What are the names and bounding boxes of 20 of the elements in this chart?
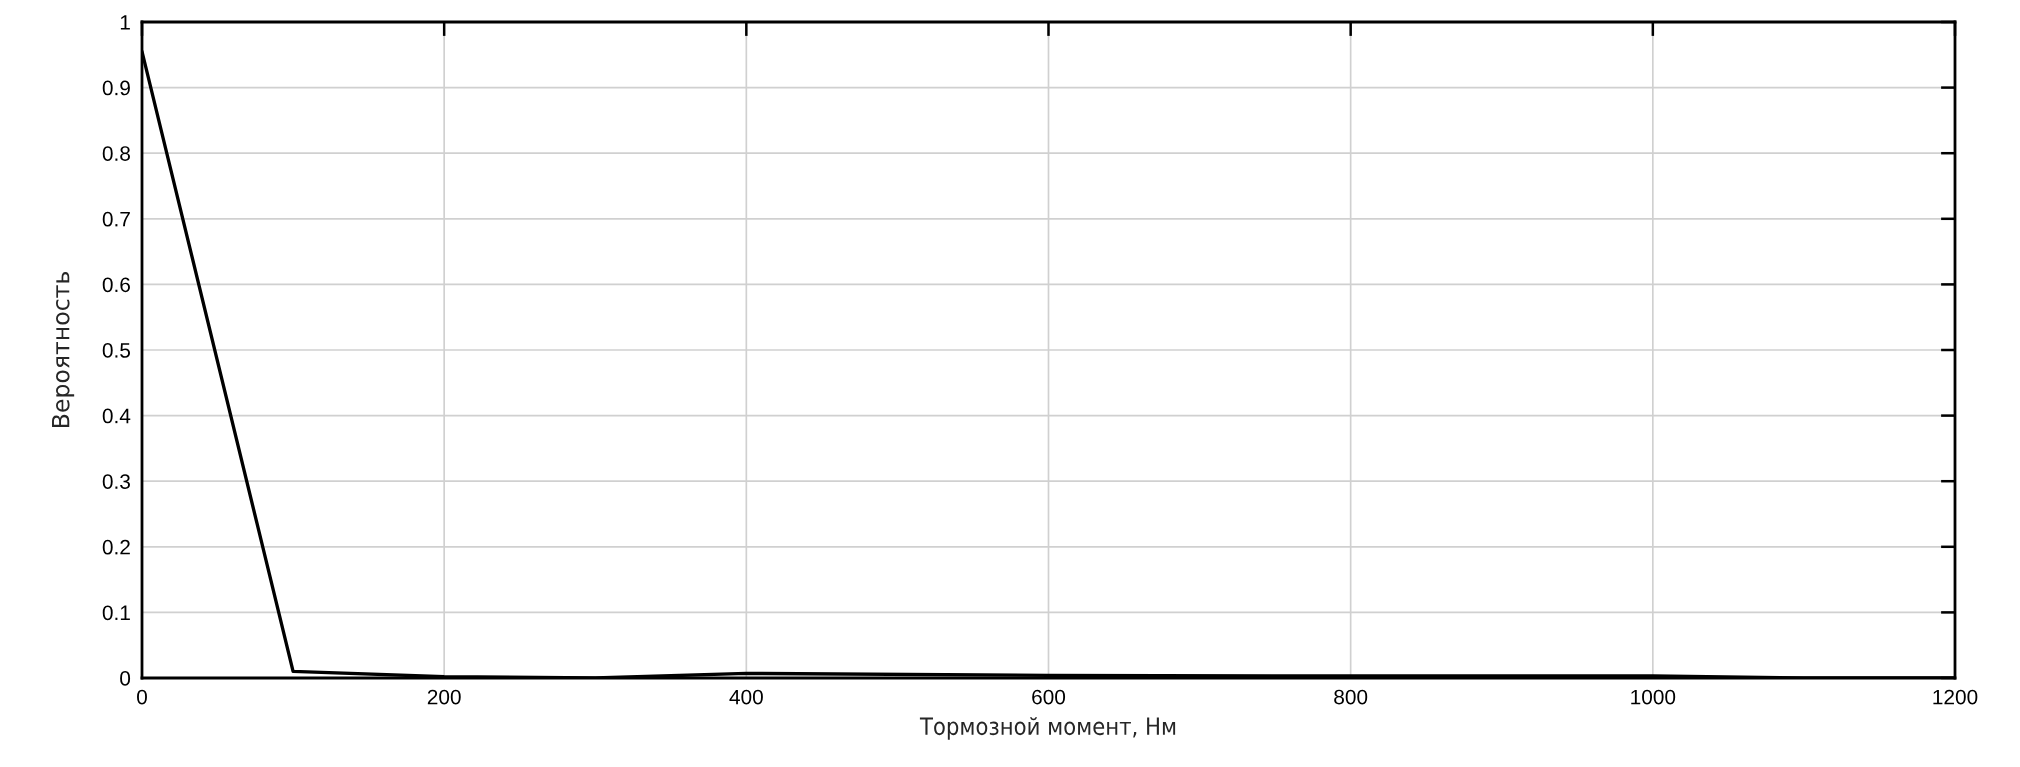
x-axis-title: Тормозной момент, Нм	[919, 716, 1176, 740]
y-tick-label: 0.1	[102, 605, 130, 621]
y-tick-label: 0.3	[102, 474, 130, 489]
y-tick-label: 0.9	[102, 80, 130, 96]
x-tick-label: 400	[729, 689, 763, 705]
y-tick-label: 0.8	[102, 146, 130, 161]
y-tick-label: 0.5	[102, 343, 131, 358]
x-tick-label: 1000	[1631, 689, 1676, 705]
y-tick-label: 1	[120, 15, 130, 30]
y-tick-label: 0.2	[102, 539, 130, 555]
y-tick-label: 0.7	[102, 211, 130, 227]
x-tick-label: 1200	[1933, 689, 1978, 705]
y-tick-label: 0	[120, 671, 131, 686]
x-tick-label: 0	[137, 689, 147, 705]
x-tick-label: 600	[1032, 689, 1066, 705]
x-tick-label: 200	[427, 689, 461, 705]
y-axis-title: Вероятность	[52, 272, 75, 428]
y-tick-label: 0.4	[102, 408, 131, 424]
y-tick-label: 0.6	[102, 277, 130, 293]
x-tick-label: 800	[1334, 689, 1368, 705]
